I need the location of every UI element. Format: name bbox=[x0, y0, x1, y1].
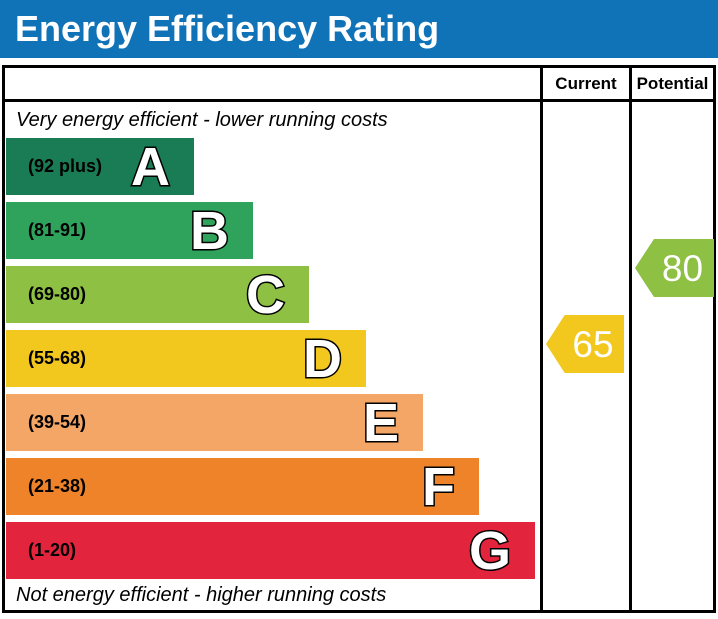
column-divider-current bbox=[540, 65, 543, 613]
band-range-label: (39-54) bbox=[28, 412, 87, 432]
potential-value: 80 bbox=[661, 247, 704, 289]
page-title: Energy Efficiency Rating bbox=[15, 8, 440, 49]
column-divider-potential bbox=[629, 65, 632, 613]
bottom-note: Not energy efficient - higher running co… bbox=[16, 583, 387, 606]
band-row-c: (69-80) C bbox=[6, 266, 309, 323]
band-letter: A bbox=[130, 136, 172, 197]
band-range-label: (92 plus) bbox=[28, 156, 103, 176]
current-value: 65 bbox=[572, 323, 614, 365]
column-header-current: Current bbox=[555, 73, 617, 93]
band-letter: B bbox=[189, 200, 231, 261]
band-row-e: (39-54) E bbox=[6, 394, 423, 451]
band-row-g: (1-20) G bbox=[6, 522, 535, 579]
header-row-divider bbox=[2, 99, 716, 102]
band-row-d: (55-68) D bbox=[6, 330, 366, 387]
band-letter: F bbox=[421, 456, 457, 517]
band-letter: E bbox=[361, 392, 400, 453]
band-row-b: (81-91) B bbox=[6, 202, 253, 259]
band-letter: D bbox=[302, 328, 344, 389]
band-range-label: (1-20) bbox=[28, 540, 77, 560]
title-bar: Energy Efficiency Rating bbox=[0, 0, 718, 58]
column-header-potential: Potential bbox=[636, 73, 709, 93]
potential-marker: 80 bbox=[635, 239, 714, 297]
band-range-label: (69-80) bbox=[28, 284, 87, 304]
band-letter: C bbox=[245, 264, 287, 325]
band-range-label: (21-38) bbox=[28, 476, 87, 496]
band-letter: G bbox=[467, 520, 512, 581]
band-range-label: (55-68) bbox=[28, 348, 87, 368]
band-row-a: (92 plus) A bbox=[6, 138, 194, 195]
top-note: Very energy efficient - lower running co… bbox=[16, 108, 388, 131]
current-marker: 65 bbox=[546, 315, 624, 373]
band-range-label: (81-91) bbox=[28, 220, 87, 240]
band-row-f: (21-38) F bbox=[6, 458, 479, 515]
